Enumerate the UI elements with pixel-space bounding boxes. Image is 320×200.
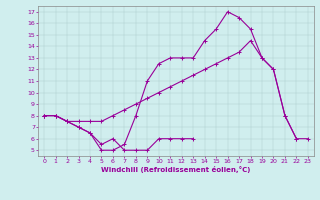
X-axis label: Windchill (Refroidissement éolien,°C): Windchill (Refroidissement éolien,°C): [101, 166, 251, 173]
